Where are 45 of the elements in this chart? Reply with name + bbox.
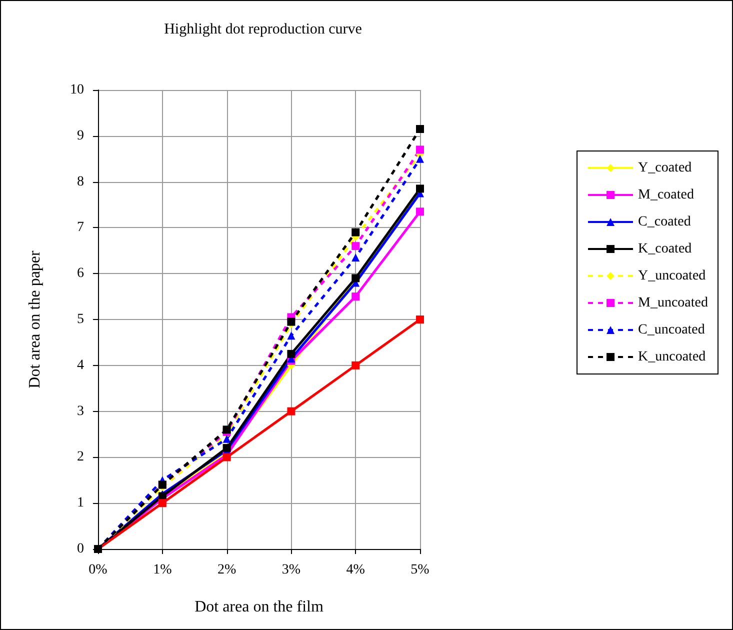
x-tick-label: 3% [282, 562, 301, 578]
point [416, 125, 424, 134]
point [158, 499, 166, 508]
point [416, 316, 424, 324]
y-axis-title: Dot area on the paper [26, 250, 44, 388]
point [222, 434, 231, 443]
legend-label: C_coated [638, 214, 691, 230]
x-tick-label: 0% [88, 562, 108, 578]
x-tick-label: 1% [153, 562, 172, 578]
y-tick-label: 10 [70, 82, 84, 98]
y-tick-label: 3 [77, 404, 84, 419]
point [222, 453, 231, 462]
x-tick-label: 4% [346, 562, 366, 578]
x-axis-title: Dot area on the film [194, 598, 324, 616]
legend-label: C_uncoated [638, 322, 705, 338]
point [287, 350, 296, 358]
legend-label: M_coated [638, 188, 694, 202]
point [287, 407, 296, 416]
legend-label: M_uncoated [638, 296, 708, 310]
point [352, 242, 360, 250]
y-tick-label: 9 [77, 128, 84, 144]
legend-label: Y_coated [638, 160, 692, 176]
point [287, 332, 296, 340]
point [416, 154, 424, 163]
point [287, 318, 296, 326]
y-tick-label: 5 [77, 312, 84, 327]
legend-label: Y_uncoated [638, 268, 706, 284]
point [352, 292, 360, 301]
y-tick-label: 7 [77, 220, 84, 236]
y-tick-label: 0 [77, 542, 84, 556]
y-tick-label: 1 [77, 496, 84, 511]
y-tick-label: 6 [77, 266, 84, 282]
y-tick-label: 4 [77, 358, 84, 373]
y-tick-label: 8 [77, 174, 84, 190]
legend-label: K_uncoated [638, 350, 706, 364]
point [352, 254, 360, 262]
chart-title: Highlight dot reproduction curve [164, 22, 362, 38]
legend-label: K_coated [638, 242, 692, 256]
point [416, 208, 424, 216]
y-tick-label: 2 [77, 450, 84, 465]
point [416, 146, 424, 154]
point [352, 361, 360, 370]
x-tick-label: 5% [410, 562, 430, 578]
x-tick-label: 2% [217, 562, 236, 578]
point [352, 228, 360, 236]
